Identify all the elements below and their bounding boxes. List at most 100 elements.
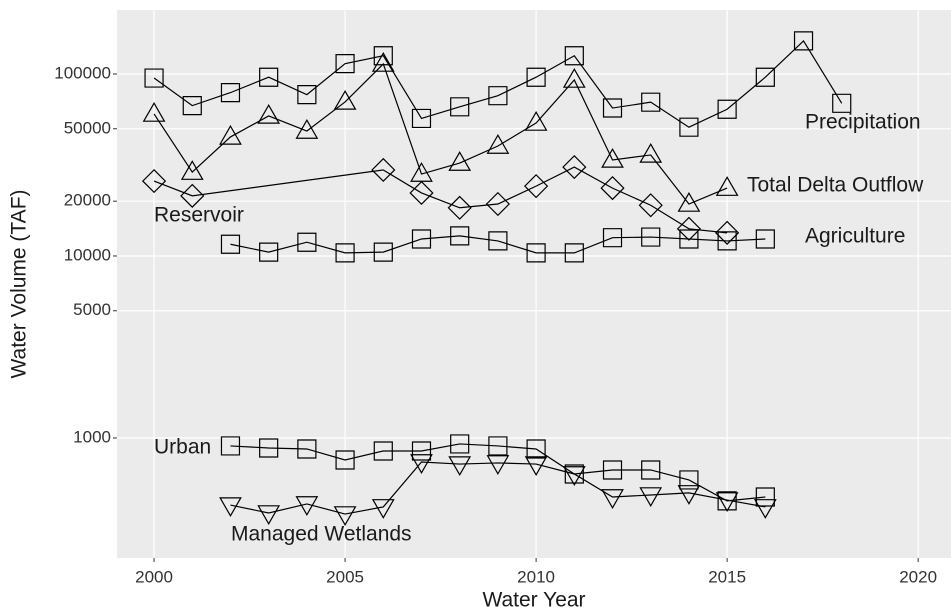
marker [755,67,775,87]
marker [793,31,814,51]
series-label: Managed Wetlands [231,523,412,546]
marker [679,229,699,249]
series-label: Agriculture [805,225,905,248]
marker [641,227,661,247]
series-line [230,235,766,254]
series-line [153,39,843,128]
marker [488,86,508,106]
marker [333,89,357,110]
marker [602,228,623,248]
marker [562,154,587,180]
marker [371,499,395,519]
marker [564,243,584,263]
series-line [153,62,728,205]
series-label: Total Delta Outflow [747,174,924,197]
marker [639,142,663,163]
marker [335,54,355,74]
marker [524,110,548,131]
marker [526,67,546,87]
marker [450,226,470,246]
marker [373,242,393,262]
marker [448,151,472,171]
marker [755,229,775,249]
marker [524,174,549,199]
marker [373,441,393,461]
marker [486,455,510,475]
x-tick-label: 2010 [517,567,555,586]
marker [142,101,166,122]
marker [411,441,432,461]
y-tick-label: 5000 [73,300,111,319]
marker [832,93,852,113]
marker [524,456,548,477]
marker [641,92,661,112]
plot-panel [117,10,951,558]
x-tick-label: 2005 [326,567,364,586]
marker [562,466,586,486]
marker [259,438,279,458]
marker [753,499,777,519]
marker [295,496,319,516]
marker [601,489,624,509]
marker [602,460,623,480]
marker [297,232,317,252]
marker [144,68,164,88]
marker [677,192,701,212]
marker [335,450,355,470]
marker [371,157,396,183]
marker [447,195,472,220]
y-tick-label: 10000 [64,245,111,264]
marker [335,243,355,263]
marker [180,183,205,208]
marker [715,176,739,196]
marker [600,176,625,201]
y-tick-label: 100000 [54,63,111,82]
marker [259,242,279,262]
marker [180,160,204,180]
marker [717,491,737,511]
marker [411,229,432,249]
marker [715,492,739,513]
marker [677,485,701,505]
marker [257,505,281,526]
series-line [153,166,728,234]
marker [297,439,317,459]
x-tick-label: 2015 [708,567,746,586]
marker [486,134,510,154]
marker [220,436,241,456]
marker [333,506,357,527]
y-axis-title: Water Volume (TAF) [8,189,31,378]
marker [564,46,584,66]
marker [448,456,472,477]
series-label: Urban [154,436,211,459]
marker [717,99,737,119]
x-tick-label: 2020 [899,567,937,586]
marker [715,220,740,245]
marker [141,168,167,194]
marker [295,119,319,139]
marker [602,98,623,118]
marker [373,46,393,66]
marker [564,464,584,484]
marker [639,487,663,508]
marker [219,497,242,518]
x-axis-title: Water Year [482,589,585,611]
marker [450,97,470,117]
marker [641,460,661,480]
marker [220,234,241,254]
marker [257,103,281,124]
marker [182,96,202,116]
series-line [230,461,766,515]
marker [450,434,470,454]
marker [679,117,699,137]
y-tick-label: 1000 [73,427,111,446]
marker [485,191,510,217]
y-tick-label: 50000 [64,118,111,137]
marker [219,124,242,145]
marker [638,193,663,218]
marker [526,243,546,263]
marker [220,83,241,103]
marker [297,85,317,105]
